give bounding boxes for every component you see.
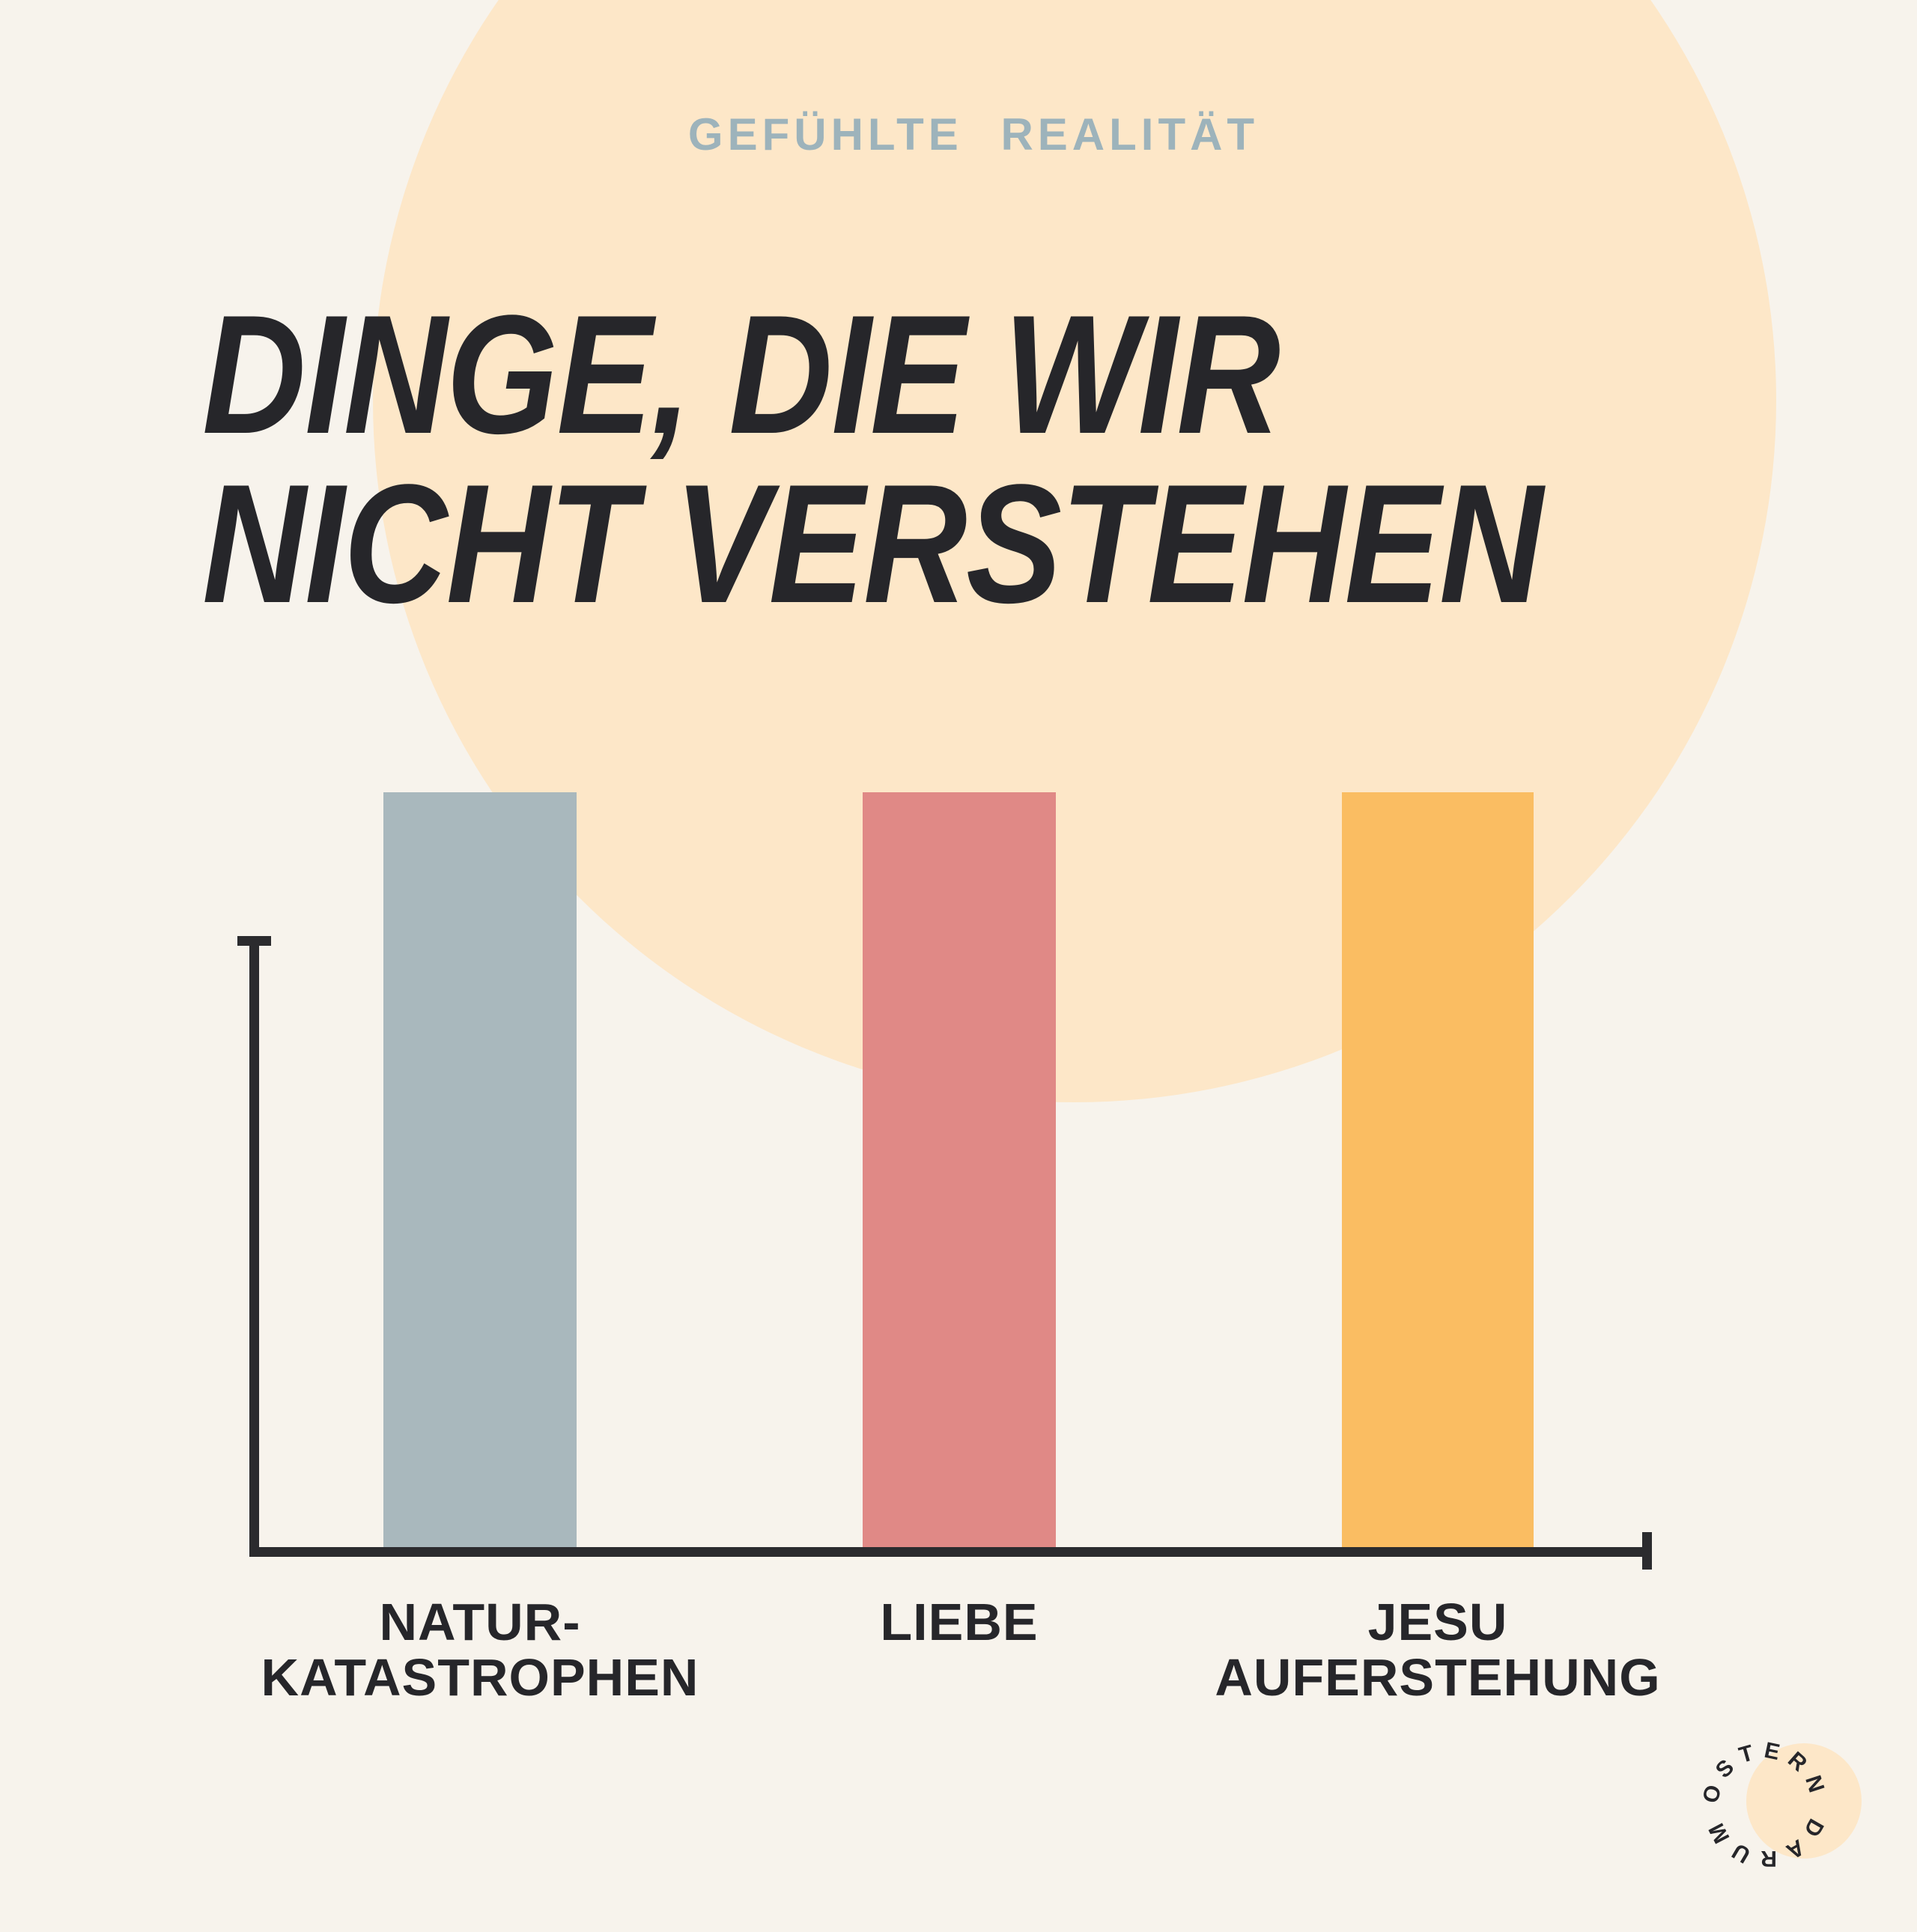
category-label-line: JESU [1367, 1593, 1508, 1651]
category-label-line: LIEBE [880, 1593, 1039, 1651]
ostern-darum-logo: OSTERN DARUM [1698, 1738, 1862, 1871]
page-title-line2: NICHT VERSTEHEN [202, 449, 1543, 638]
bar-chart-plot-area [0, 792, 1917, 1547]
category-label-line: AUFERSTEHUNG [1215, 1647, 1661, 1707]
y-axis-top-tick [237, 936, 271, 946]
bar-liebe [863, 792, 1056, 1547]
category-label-jesu-auferstehung: JESU AUFERSTEHUNG [1176, 1593, 1700, 1707]
page-title: DINGE, DIE WIR NICHT VERSTEHEN [202, 279, 1543, 638]
x-axis [249, 1547, 1652, 1557]
decorative-circle [373, 0, 1776, 1102]
category-label-liebe: LIEBE [697, 1593, 1221, 1651]
bar-naturkatastrophen [383, 792, 577, 1547]
x-axis-end-tick [1642, 1532, 1652, 1570]
category-label-line: KATASTROPHEN [261, 1647, 699, 1707]
bar-jesu-auferstehung [1342, 792, 1534, 1547]
y-axis [249, 936, 259, 1556]
page-title-line1: DINGE, DIE WIR [202, 279, 1280, 469]
subtitle-gefuehlte-realitaet: GEFÜHLTE REALITÄT [687, 109, 1260, 160]
category-label-line: NATUR- [379, 1593, 581, 1651]
category-label-naturkatastrophen: NATUR- KATASTROPHEN [218, 1593, 742, 1707]
logo-circle [1746, 1743, 1862, 1859]
